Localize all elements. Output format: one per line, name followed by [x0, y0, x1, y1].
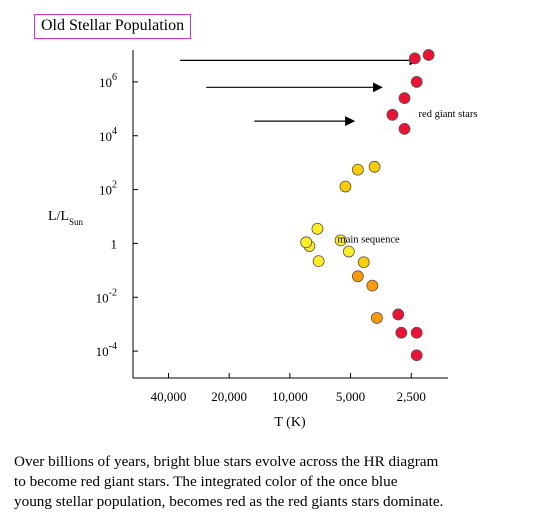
star-point-16 — [351, 270, 364, 283]
x-axis-label: T (K) — [274, 415, 306, 430]
y-tick-label-3: 1 — [111, 236, 118, 251]
star-point-17 — [366, 279, 379, 292]
y-tick-label-4: 10-2 — [96, 287, 117, 305]
caption: Over billions of years, bright blue star… — [14, 452, 550, 512]
x-tick-label-4: 2,500 — [397, 389, 426, 404]
caption-line-3: young stellar population, becomes red as… — [14, 493, 444, 510]
hr-diagram-chart: 106 104 102 1 10-2 10-4 40,000 20,000 10,000 5,00… — [48, 49, 478, 430]
star-point-13 — [300, 236, 313, 249]
x-tick-label-3: 5,000 — [336, 389, 365, 404]
star-point-5 — [398, 122, 411, 135]
annotation-0: red giant stars — [419, 109, 478, 120]
star-point-4 — [386, 108, 399, 121]
y-tick-label-1: 104 — [99, 126, 117, 144]
star-point-18 — [371, 312, 383, 324]
chart-title: Old Stellar Population — [34, 14, 192, 39]
y-tick-label-0: 106 — [99, 72, 117, 90]
star-point-22 — [410, 349, 423, 362]
star-point-7 — [351, 163, 364, 176]
star-point-19 — [392, 308, 405, 321]
star-point-10 — [311, 222, 324, 235]
star-point-8 — [339, 180, 352, 193]
y-tick-label-5: 10-4 — [96, 341, 117, 359]
star-point-12 — [312, 255, 325, 268]
y-tick-label-2: 102 — [99, 180, 117, 198]
caption-line-1: Over billions of years, bright blue star… — [14, 453, 439, 470]
star-point-3 — [398, 92, 411, 105]
star-point-20 — [395, 326, 408, 339]
star-point-2 — [410, 76, 423, 88]
x-tick-label-2: 10,000 — [272, 389, 308, 404]
star-point-21 — [410, 326, 423, 339]
star-point-0 — [422, 49, 435, 61]
x-tick-label-0: 40,000 — [151, 389, 187, 404]
annotation-1: main sequence — [338, 234, 400, 245]
star-point-1 — [408, 52, 421, 65]
y-axis-label: L/LSun — [48, 209, 84, 227]
star-point-15 — [357, 256, 370, 269]
star-point-14 — [342, 245, 355, 258]
caption-line-2: to become red giant stars. The integrate… — [14, 473, 398, 490]
star-point-9 — [334, 234, 347, 247]
x-tick-label-1: 20,000 — [211, 389, 247, 404]
star-point-6 — [368, 160, 381, 173]
